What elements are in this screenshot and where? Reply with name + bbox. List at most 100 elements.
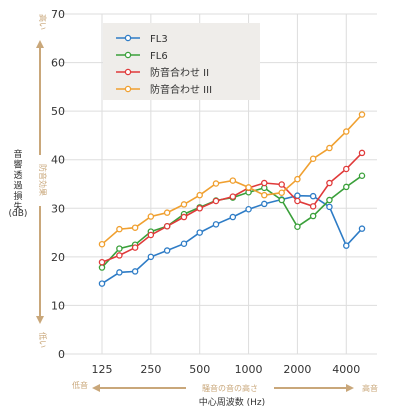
data-point (180, 201, 188, 208)
data-point (163, 209, 171, 216)
x-tick-label: 2000 (283, 363, 311, 376)
data-point (131, 268, 139, 275)
y-tick-label: 40 (51, 154, 65, 167)
y-tick-label: 10 (51, 299, 65, 312)
data-point (212, 221, 220, 228)
x-arrow-left-head (92, 384, 100, 392)
data-point (116, 225, 123, 233)
data-point (163, 223, 171, 230)
x-arrow-right-head (346, 384, 354, 392)
x-mid-label: 騒音の音の高さ (202, 383, 258, 393)
data-point (278, 196, 285, 204)
data-point (261, 200, 268, 208)
series-2 (98, 149, 366, 266)
y-axis-unit: (dB) (9, 209, 28, 219)
data-point (229, 193, 237, 200)
data-point (196, 205, 203, 212)
data-point (326, 203, 333, 211)
data-point (245, 184, 252, 191)
y-effect-label: 防音効果 (38, 164, 48, 196)
data-point (116, 269, 123, 276)
x-tick-label: 250 (140, 363, 161, 376)
data-point (278, 181, 285, 188)
y-tick-labels: 0 10 20 30 40 50 60 70 (51, 8, 65, 361)
x-tick-label: 1000 (235, 363, 263, 376)
y-axis-title-char: 損 (13, 190, 22, 202)
y-low-label: 低い (38, 332, 48, 348)
x-axis-title: 中心周波数 (Hz) (199, 396, 265, 408)
y-axis-title-char: 音 (13, 148, 22, 160)
legend-swatch-marker (124, 51, 132, 59)
data-point (294, 175, 301, 183)
data-point (358, 225, 366, 232)
data-point (116, 252, 123, 259)
y-arrow-down-head (36, 316, 44, 324)
legend-swatch-marker (124, 34, 132, 42)
data-point (261, 179, 268, 187)
y-axis-title-char: 透 (13, 170, 22, 181)
series-line (101, 175, 363, 269)
series-0 (98, 192, 366, 287)
legend: FL3 FL6 防音合わせ II 防音合わせ III (116, 34, 212, 96)
legend-label: 防音合わせ II (150, 66, 209, 79)
data-point (278, 189, 285, 196)
data-point (212, 180, 220, 187)
data-point (147, 231, 155, 239)
y-axis-title-char: 響 (13, 159, 22, 171)
data-point (261, 191, 268, 199)
x-low-label: 低音 (72, 380, 88, 390)
data-point (147, 253, 155, 261)
data-point (343, 242, 350, 249)
x-high-label: 高音 (362, 383, 378, 393)
y-axis-title-char: 失 (13, 201, 22, 213)
data-point (294, 192, 301, 199)
data-point (358, 172, 366, 179)
y-arrow-up-head (36, 40, 44, 48)
data-point (116, 245, 123, 252)
y-tick-label: 50 (51, 105, 65, 118)
series-group (98, 111, 366, 287)
data-point (98, 240, 106, 248)
data-point (131, 224, 139, 231)
series-3 (98, 111, 366, 248)
data-point (326, 179, 333, 187)
y-high-label: 高い (38, 14, 48, 30)
legend-item-1: FL6 (116, 51, 168, 62)
data-point (358, 111, 366, 118)
data-point (163, 247, 171, 254)
legend-swatch-marker (124, 68, 132, 76)
data-point (358, 149, 366, 157)
data-point (309, 155, 317, 162)
data-point (309, 203, 317, 210)
data-point (343, 165, 350, 173)
data-point (343, 183, 350, 191)
y-axis-title-char: 過 (13, 181, 22, 192)
y-tick-label: 60 (51, 57, 65, 70)
y-tick-label: 30 (51, 202, 65, 215)
data-point (98, 258, 106, 266)
legend-item-0: FL3 (116, 34, 168, 45)
x-tick-label: 500 (189, 363, 210, 376)
x-tick-labels: 125 250 500 1000 2000 4000 (92, 363, 361, 376)
x-tick-label: 4000 (332, 363, 360, 376)
data-point (180, 213, 188, 221)
y-tick-label: 20 (51, 251, 65, 264)
data-point (229, 177, 237, 184)
y-tick-label: 70 (51, 8, 65, 21)
y-axis-arrow: 高い 防音効果 低い (36, 14, 48, 348)
data-point (196, 191, 203, 199)
data-point (212, 197, 220, 205)
data-point (229, 213, 237, 221)
data-point (147, 213, 155, 220)
data-point (343, 128, 350, 135)
legend-item-2: 防音合わせ II (116, 66, 209, 79)
data-point (294, 197, 301, 205)
legend-label: 防音合わせ III (150, 83, 212, 96)
data-point (309, 212, 317, 220)
data-point (196, 229, 203, 236)
data-point (309, 192, 317, 200)
series-1 (98, 172, 366, 271)
data-point (326, 144, 333, 152)
